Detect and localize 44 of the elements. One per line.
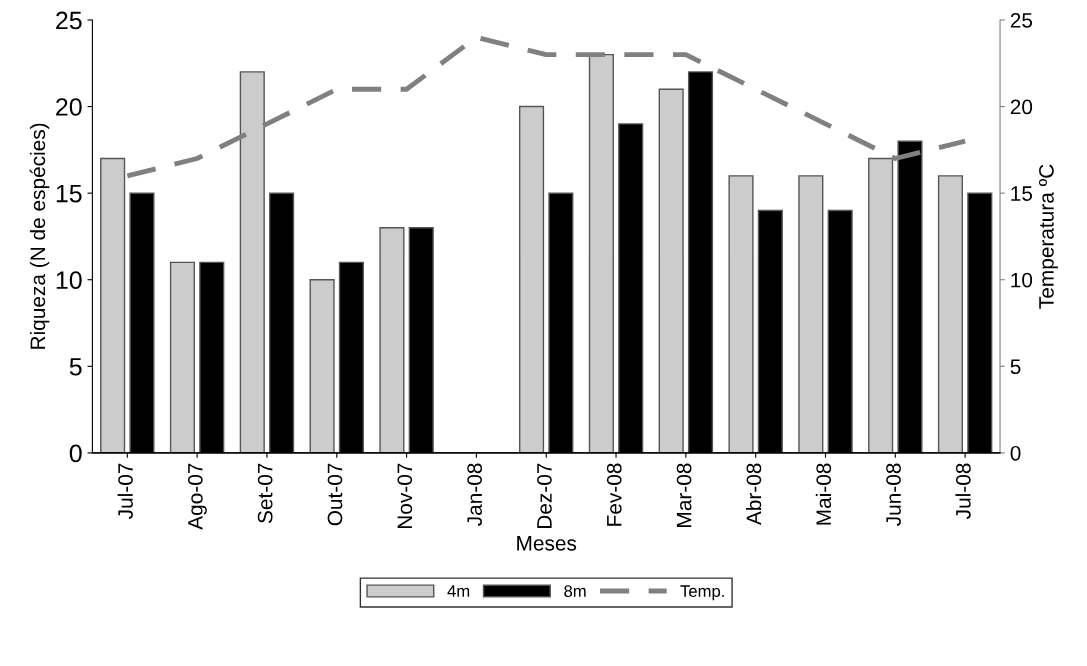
y2-tick-label: 20 xyxy=(1010,99,1033,115)
y2-tick-label: 15 xyxy=(1011,186,1033,201)
y-tick-label: 0 xyxy=(69,444,82,463)
y-tick-label: 5 xyxy=(69,358,82,376)
x-tick-label: Jun-08 xyxy=(886,463,901,526)
x-tick-label: Jul-08 xyxy=(955,463,971,520)
y-axis-title: Riqueza (N de espécies) xyxy=(29,123,50,349)
x-tick-label: Abr-08 xyxy=(745,463,762,526)
y-tick-label: 15 xyxy=(56,185,82,203)
line-series xyxy=(124,34,968,179)
x-tick-label: Dez-07 xyxy=(537,463,552,529)
y-tick-label: 25 xyxy=(56,11,82,30)
y2-tick-label: 25 xyxy=(1010,12,1033,28)
bar xyxy=(518,105,545,453)
bar xyxy=(658,88,684,453)
bar xyxy=(868,157,894,453)
y2-axis-title: Temperatura ºC xyxy=(1039,164,1058,309)
y2-tick-label: 5 xyxy=(1010,359,1021,375)
bar xyxy=(379,227,405,453)
y2-tick-label: 10 xyxy=(1011,272,1033,288)
bar xyxy=(798,175,824,453)
x-tick-label: Ago-07 xyxy=(187,463,207,530)
bar xyxy=(309,279,335,453)
x-tick-label: Nov-07 xyxy=(397,463,413,529)
y-tick-label: 10 xyxy=(56,271,82,290)
x-tick-label: Mar-08 xyxy=(676,463,692,527)
y2-tick-label: 0 xyxy=(1010,445,1021,461)
y-tick-label: 20 xyxy=(56,98,82,116)
x-tick-label: Jul-07 xyxy=(117,463,133,520)
bar xyxy=(728,175,754,453)
bar xyxy=(100,157,126,453)
bar xyxy=(169,261,196,453)
x-tick-label: Fev-08 xyxy=(606,463,622,526)
legend-label: Temp. xyxy=(680,585,724,601)
bar xyxy=(588,53,614,453)
legend-label: 8m xyxy=(564,585,586,598)
x-tick-label: Mai-08 xyxy=(815,463,832,525)
x-tick-label: Out-07 xyxy=(327,463,343,526)
bar xyxy=(937,175,964,453)
x-tick-label: Jan-08 xyxy=(467,463,482,526)
bar xyxy=(239,71,265,453)
x-axis-title: Meses xyxy=(517,536,577,551)
legend-label: 4m xyxy=(447,585,470,597)
x-tick-label: Set-07 xyxy=(257,463,273,524)
